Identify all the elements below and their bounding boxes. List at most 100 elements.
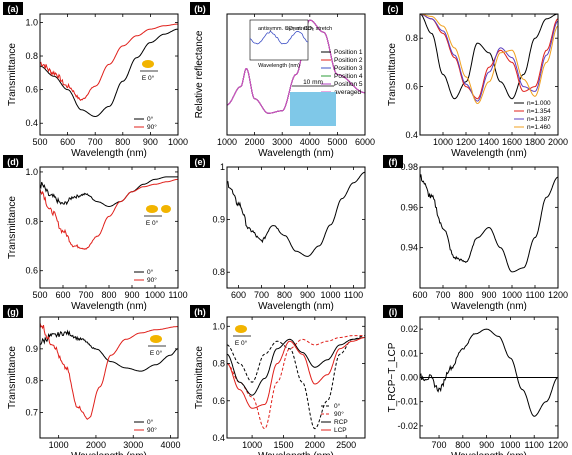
x-tick-label: 1100 xyxy=(525,290,544,300)
x-tick-label: 800 xyxy=(277,290,292,300)
series-line-0-0 xyxy=(40,28,178,118)
legend-entry: Position 2 xyxy=(334,57,363,64)
x-tick-label: 500 xyxy=(32,290,47,300)
x-tick-label: 700 xyxy=(432,440,447,450)
y-tick-label: 0.6 xyxy=(25,85,38,95)
x-tick-label: 2000 xyxy=(548,137,568,147)
series-line-0-0 xyxy=(40,329,178,372)
series-line-n1460-3 xyxy=(420,14,558,105)
nanostructure-icon-2 xyxy=(161,205,171,213)
legend-entry: n=1.387 xyxy=(527,116,551,123)
y-tick-label: 0.6 xyxy=(25,266,38,276)
x-tick-label: 1000 xyxy=(500,440,520,450)
legend-entry: 90° xyxy=(147,123,157,131)
x-tick-label: 1800 xyxy=(525,137,545,147)
x-tick-label: 1100 xyxy=(168,290,187,300)
x-tick-label: 600 xyxy=(60,137,75,147)
x-tick-label: 1100 xyxy=(344,290,363,300)
inset-curve xyxy=(249,30,309,45)
chart-panel-d: 500 600 700 800 900 1000 1100 0.6 0.8 1.0 Waveleng… xyxy=(3,155,188,312)
x-tick-label: 700 xyxy=(88,137,103,147)
y-tick-label: 0.8 xyxy=(25,216,38,226)
nanostructure-icon xyxy=(235,325,247,333)
legend-entry: Position 3 xyxy=(334,65,363,72)
y-tick-label: -0.02 xyxy=(397,421,418,431)
x-tick-label: 1500 xyxy=(273,440,293,450)
panel-tag-box xyxy=(3,2,23,15)
y-tick-label: 1.0 xyxy=(212,321,225,331)
series-line-90-1 xyxy=(40,322,178,420)
scale-bar-label: 10 mm xyxy=(303,79,323,86)
x-tick-label: 900 xyxy=(479,440,494,450)
y-tick-label: 0.7 xyxy=(25,408,38,418)
panel-tag-label: (e) xyxy=(195,157,206,167)
series-line-90-1 xyxy=(40,178,178,250)
y-axis-label: Transmittance xyxy=(7,346,18,409)
y-tick-label: 0.8 xyxy=(25,376,38,386)
chart-panel-i: 700 800 900 1000 1100 1200 -0.02 -0.01 0.00 0.01 0… xyxy=(383,305,568,455)
plot-frame xyxy=(39,316,179,439)
legend-entry: averaged xyxy=(334,89,361,96)
series-line-data-0 xyxy=(420,328,558,417)
y-tick-label: -0.01 xyxy=(397,397,418,407)
y-tick-label: 0.9 xyxy=(212,215,225,225)
series-line-n1387-2 xyxy=(420,14,558,102)
x-axis-label: Wavelength (nm) xyxy=(258,451,334,455)
y-tick-label: 0.6 xyxy=(405,82,418,92)
y-axis-label: Transmittance xyxy=(7,43,18,106)
x-tick-label: 1200 xyxy=(548,440,568,450)
series-line-90-1 xyxy=(40,23,178,102)
series-line-averaged-5 xyxy=(227,19,365,114)
y-tick-label: 1.0 xyxy=(25,167,38,177)
plot-frame xyxy=(226,316,366,439)
x-tick-label: 2000 xyxy=(86,440,106,450)
plot-frame xyxy=(226,13,366,136)
x-tick-label: 4000 xyxy=(300,137,320,147)
y-tick-label: 0.6 xyxy=(212,396,225,406)
x-tick-label: 2000 xyxy=(245,137,265,147)
legend-entry: Position 5 xyxy=(334,81,363,88)
inset-peak-label: antisymm. CO₂ stretch xyxy=(258,26,313,32)
x-tick-label: 1000 xyxy=(145,290,165,300)
panel-tag-box xyxy=(190,305,210,318)
legend-entry: LCP xyxy=(334,427,347,434)
series-line-n1000-0 xyxy=(420,14,558,100)
x-tick-label: 800 xyxy=(115,137,130,147)
x-tick-label: 600 xyxy=(412,290,427,300)
nanostructure-icon xyxy=(150,335,162,343)
panel-tag-label: (g) xyxy=(7,307,19,317)
y-tick-label: 0.4 xyxy=(25,118,38,128)
legend-entry: 0° xyxy=(147,115,154,123)
y-axis-label: Transmittance xyxy=(7,196,18,259)
panel-tag-label: (f) xyxy=(389,157,398,167)
panel-tag-box xyxy=(190,155,210,168)
polarization-label: E 0° xyxy=(235,339,248,347)
series-line-data-0 xyxy=(420,174,558,273)
y-tick-label: 0.98 xyxy=(400,162,418,172)
series-line-LCP-3 xyxy=(227,337,365,409)
legend-entry: 90° xyxy=(147,276,157,284)
series-line-0-0 xyxy=(40,176,178,208)
x-tick-label: 800 xyxy=(455,440,470,450)
polarization-label: E 0° xyxy=(146,219,159,227)
nanostructure-icon xyxy=(142,60,154,68)
x-tick-label: 4000 xyxy=(161,440,181,450)
legend-entry: n=1.354 xyxy=(527,108,551,115)
series-line-data-0 xyxy=(227,171,365,257)
legend-entry: n=1.460 xyxy=(527,124,551,131)
panel-tag-label: (a) xyxy=(8,4,19,14)
x-tick-label: 1000 xyxy=(168,137,188,147)
y-tick-label: 0.8 xyxy=(25,51,38,61)
x-tick-label: 3000 xyxy=(123,440,143,450)
series-line-n1354-1 xyxy=(420,14,558,100)
x-tick-label: 1000 xyxy=(49,440,69,450)
sample-photo xyxy=(290,92,336,126)
panel-tag-label: (h) xyxy=(194,307,206,317)
panel-tag-box xyxy=(190,2,210,15)
y-axis-label: Transmittance xyxy=(387,43,398,106)
y-tick-label: 0.9 xyxy=(25,344,38,354)
panel-tag-label: (b) xyxy=(194,4,206,14)
x-tick-label: 900 xyxy=(300,290,315,300)
panel-tag-label: (c) xyxy=(388,4,399,14)
x-tick-label: 900 xyxy=(481,290,496,300)
